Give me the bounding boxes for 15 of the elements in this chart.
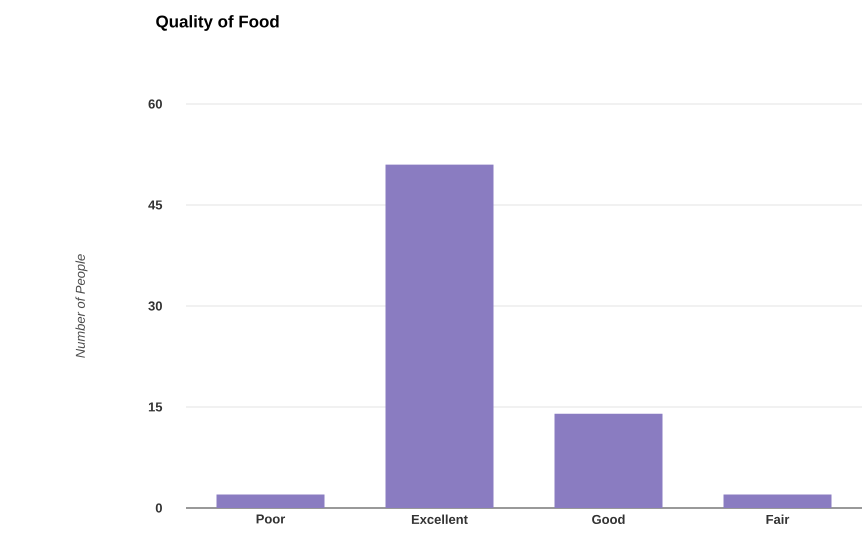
y-axis-title: Number of People: [75, 254, 88, 358]
x-tick-label: Poor: [256, 514, 286, 524]
bar: [724, 494, 832, 508]
y-tick-label: 45: [148, 200, 162, 210]
y-tick-label: 60: [148, 99, 162, 109]
y-tick-label: 30: [148, 301, 162, 311]
bar: [554, 414, 663, 508]
x-tick-label: Excellent: [412, 514, 468, 524]
bar: [216, 494, 325, 508]
x-tick-label: Good: [592, 514, 625, 524]
y-tick-label: 15: [148, 402, 162, 412]
bar: [386, 164, 494, 508]
y-tick-label: 0: [156, 503, 162, 513]
chart-title: Quality of Food: [156, 15, 279, 31]
x-tick-label: Fair: [766, 514, 790, 524]
